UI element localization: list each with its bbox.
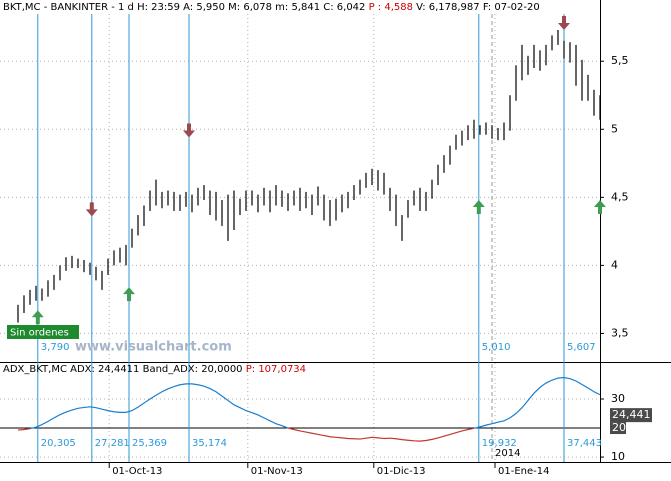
header-p: P : 4,588 (369, 2, 413, 13)
adx-line (287, 427, 475, 442)
y-tick-label: 30 (611, 392, 625, 405)
band-label: 20 (612, 421, 626, 434)
adx-line (29, 383, 289, 430)
y-tick-label: 4 (611, 258, 618, 271)
watermark: www.visualchart.com (75, 340, 232, 355)
current-box (610, 408, 652, 423)
signal-price-label: 5,010 (482, 342, 511, 353)
x-tick-label: 01-Dic-13 (377, 466, 426, 477)
year-label: 2014 (495, 448, 520, 459)
signal-adx-label: 37,443 (567, 438, 602, 449)
y-tick-label: 4,5 (611, 190, 629, 203)
status-label: Sin ordenes (10, 328, 69, 339)
adx-line (473, 376, 601, 429)
sell-arrow (558, 15, 570, 30)
buy-arrow (472, 200, 485, 215)
adx-header-text: ADX_BKT,MC ADX: 24,4411 Band_ADX: 20,000… (3, 364, 243, 375)
sell-arrow (183, 123, 195, 138)
signal-adx-label: 25,369 (132, 438, 167, 449)
buy-arrow (31, 310, 44, 325)
adx-header: ADX_BKT,MC ADX: 24,4411 Band_ADX: 20,000… (3, 364, 306, 375)
header-rest: V: 6,178,987 F: 07-02-20 (416, 2, 540, 13)
y-tick-label: 10 (611, 450, 625, 463)
buy-arrow (123, 287, 135, 302)
x-tick-label: 01-Nov-13 (251, 466, 303, 477)
signal-price-label: 5,607 (567, 342, 596, 353)
adx-line (17, 428, 31, 431)
band-box (610, 422, 626, 435)
y-tick-label: 3,5 (611, 326, 629, 339)
x-tick-label: 01-Oct-13 (112, 466, 162, 477)
adx-header-p: P: 107,0734 (246, 364, 306, 375)
status-box (7, 325, 79, 339)
signal-adx-label: 19,932 (482, 438, 517, 449)
signal-adx-label: 20,305 (41, 438, 76, 449)
x-tick-label: 01-Ene-14 (498, 466, 549, 477)
y-tick-label: 5 (611, 122, 618, 135)
sell-arrow (85, 202, 98, 217)
y-tick-label: 5,5 (611, 54, 629, 67)
buy-arrow (594, 200, 606, 215)
signal-adx-label: 35,174 (192, 438, 227, 449)
header-text: BKT,MC - BANKINTER - 1 d H: 23:59 A: 5,9… (3, 2, 365, 13)
signal-adx-label: 27,281 (95, 438, 130, 449)
plot-layer: 3,5 4 4,5 5 5,5 01-Oct-13 01-Nov-13 01-Dic-13 01… (0, 14, 652, 477)
header: BKT,MC - BANKINTER - 1 d H: 23:59 A: 5,9… (3, 2, 540, 13)
signal-price-label: 3,790 (41, 342, 70, 353)
current-label: 24,441 (612, 408, 651, 421)
